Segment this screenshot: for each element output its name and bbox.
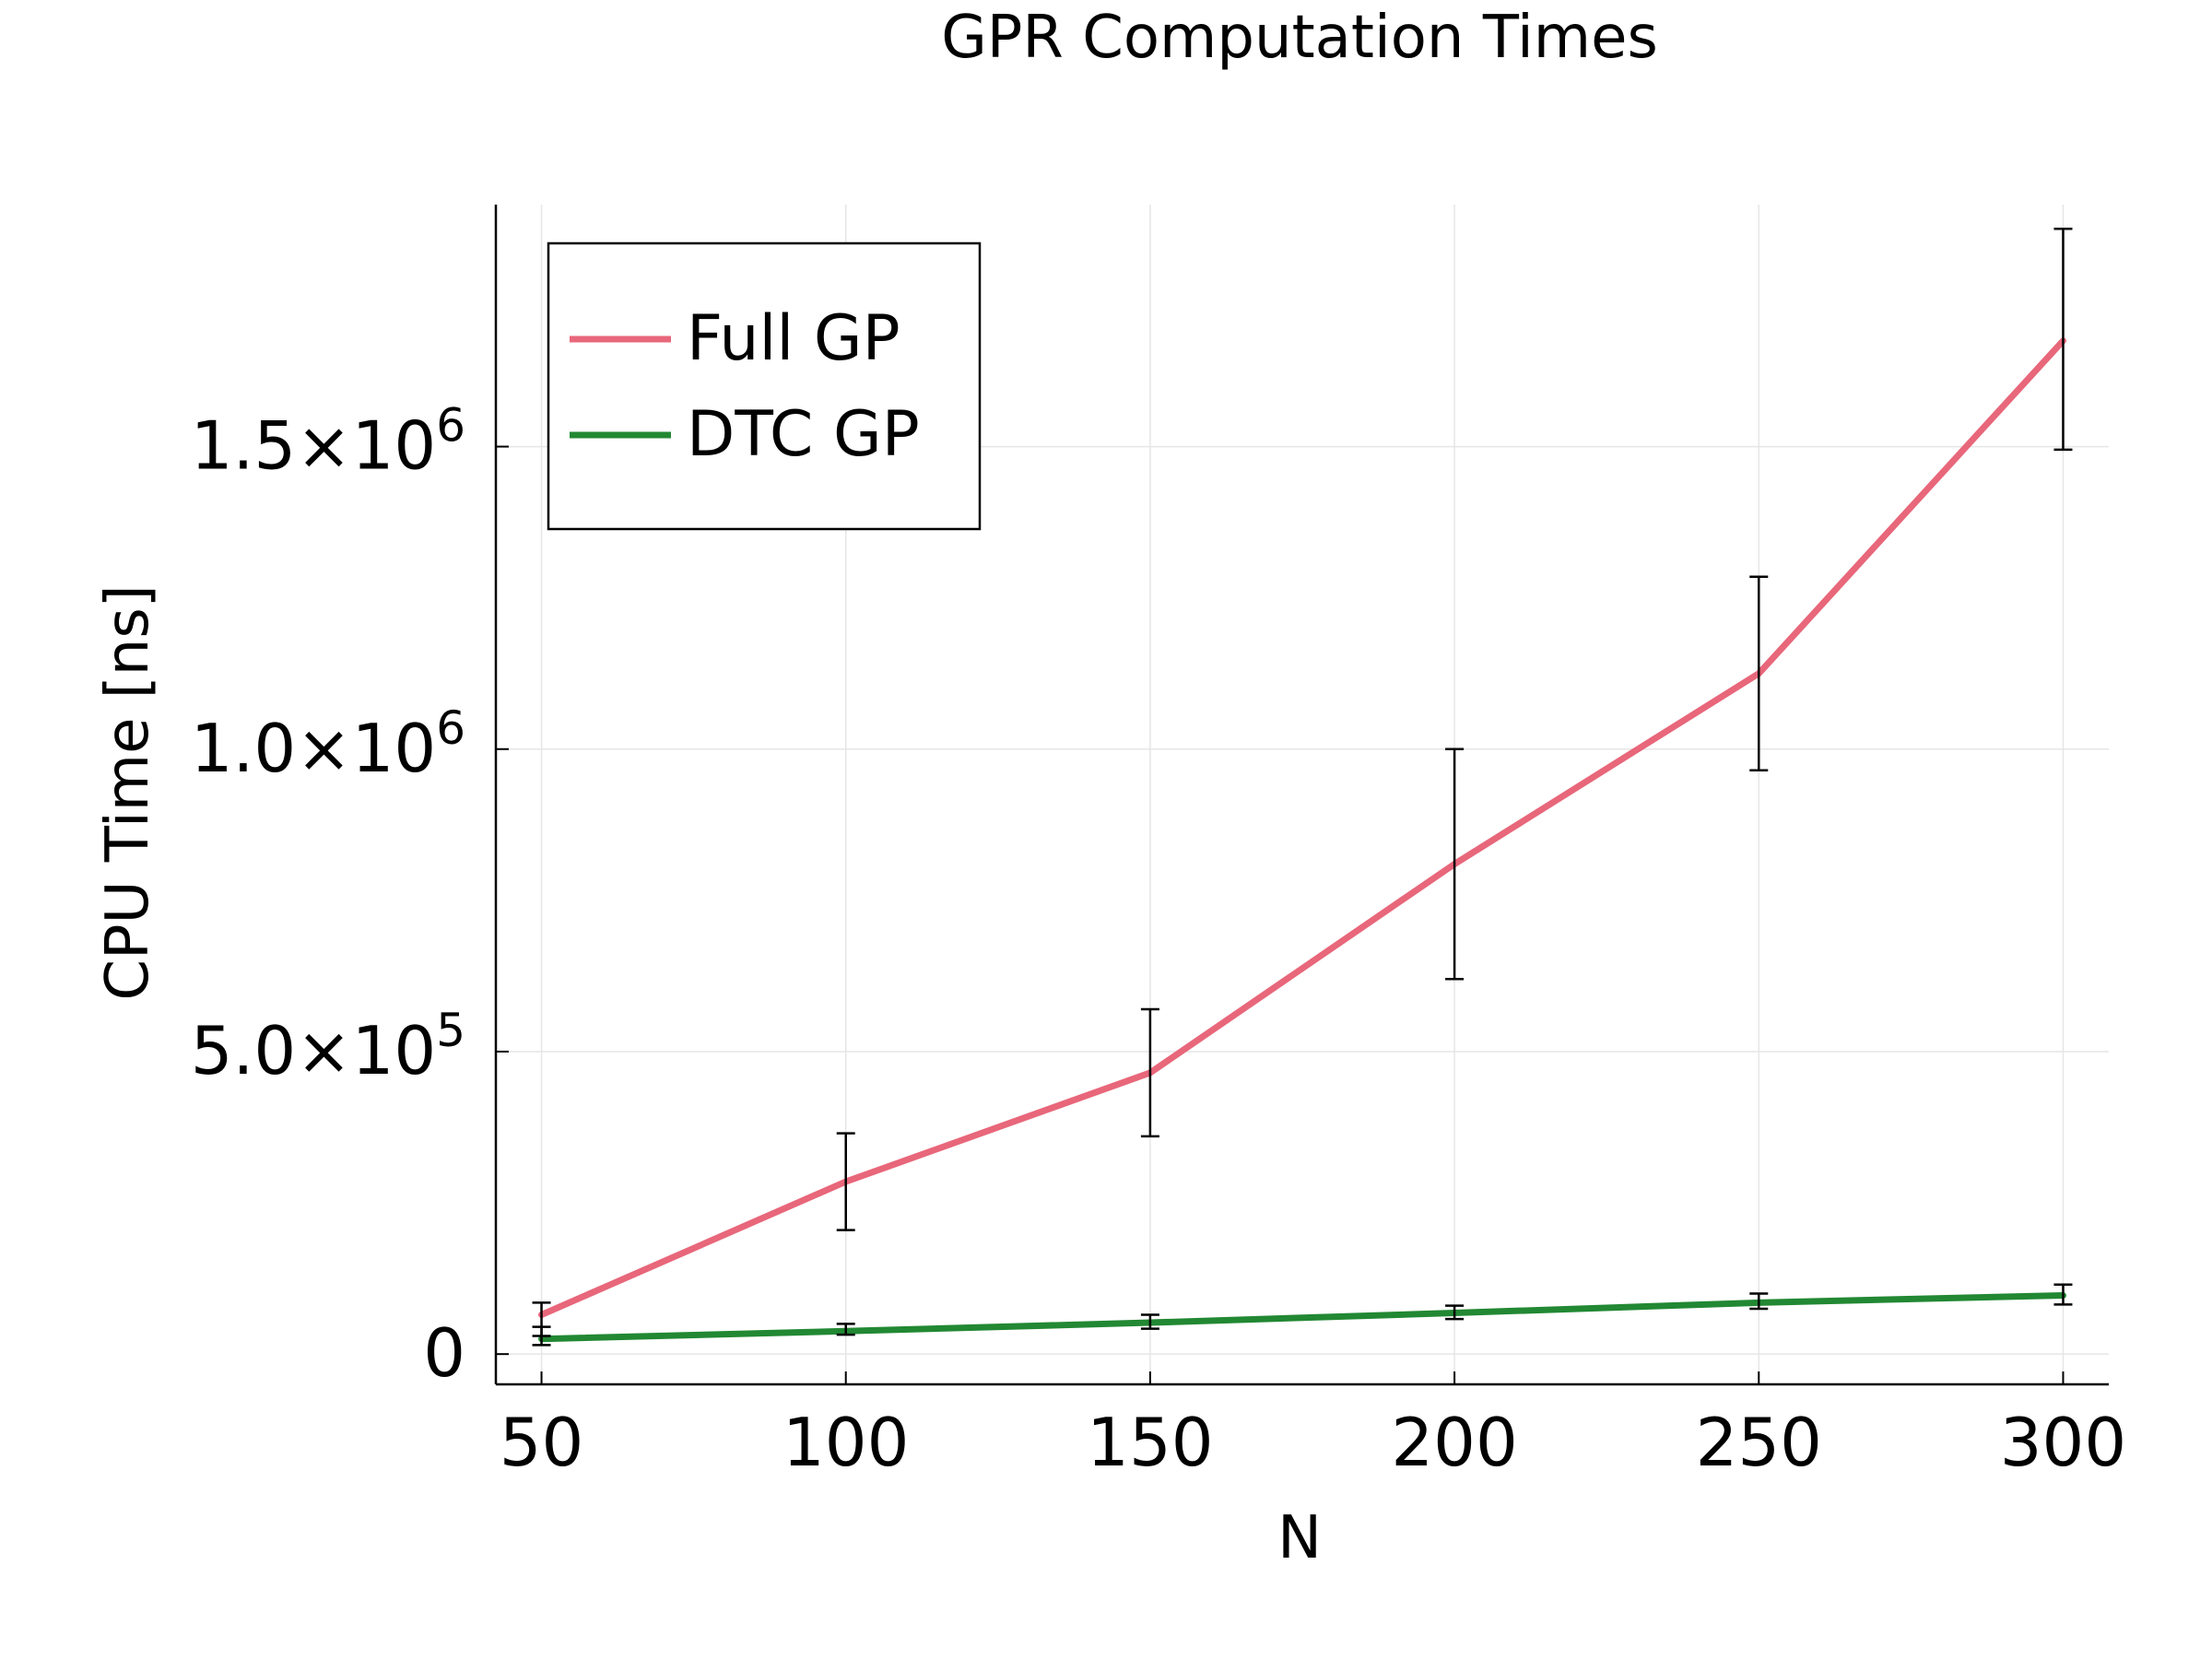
axes — [494, 205, 2109, 1386]
x-tick-label: 100 — [782, 1404, 909, 1481]
legend: Full GP DTC GP — [547, 241, 982, 531]
y-tick-label: 1.5×106 — [191, 399, 465, 485]
x-tick-label: 300 — [2000, 1404, 2126, 1481]
plot-series — [538, 337, 2066, 1343]
x-axis-label: N — [1277, 1504, 1322, 1572]
x-tick-label: 250 — [1696, 1404, 1822, 1481]
tick-labels: 50 100 150 200 250 300 0 5.0×105 1.0×106 1.5×106 — [191, 399, 2126, 1481]
legend-box — [547, 241, 982, 531]
series-line-dtc-gp — [538, 1292, 2066, 1343]
x-tick-label: 50 — [500, 1404, 584, 1481]
series-line-full-gp — [538, 337, 2066, 1319]
chart-title: GPR Computation Times — [941, 4, 1658, 72]
y-tick-label: 1.0×106 — [191, 701, 465, 787]
legend-label-full-gp: Full GP — [687, 302, 900, 375]
legend-label-dtc-gp: DTC GP — [687, 398, 920, 471]
error-bars — [532, 228, 2073, 1347]
y-tick-label: 5.0×105 — [191, 1004, 465, 1089]
y-tick-label: 0 — [423, 1314, 465, 1392]
x-tick-label: 150 — [1087, 1404, 1213, 1481]
x-tick-label: 200 — [1391, 1404, 1517, 1481]
y-axis-label: CPU Time [ns] — [94, 584, 162, 1000]
